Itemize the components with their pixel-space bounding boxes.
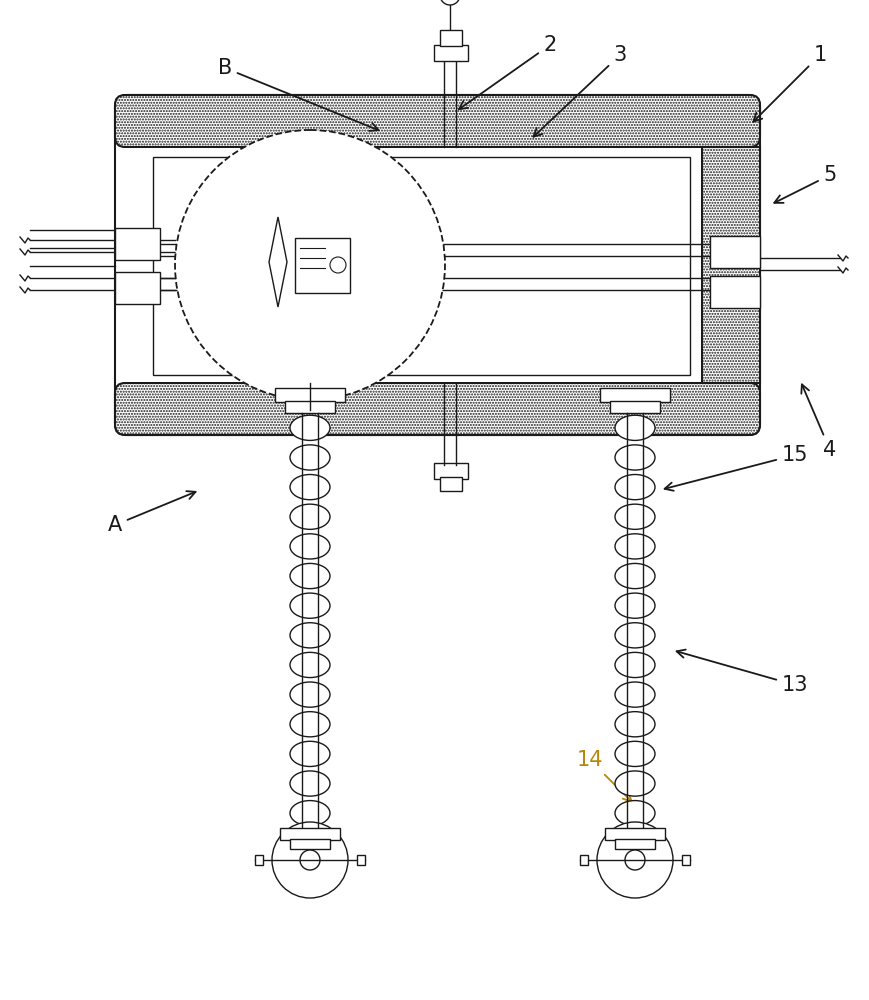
Text: 3: 3	[534, 45, 627, 137]
Text: B: B	[218, 58, 379, 131]
Ellipse shape	[615, 504, 655, 529]
Ellipse shape	[290, 504, 330, 529]
Ellipse shape	[290, 415, 330, 440]
Ellipse shape	[290, 712, 330, 737]
Ellipse shape	[290, 741, 330, 766]
Ellipse shape	[615, 415, 655, 440]
Bar	[285, 401, 335, 413]
Bar	[280, 828, 340, 840]
Text: 4: 4	[801, 384, 837, 460]
Bar	[255, 855, 263, 865]
Ellipse shape	[615, 445, 655, 470]
FancyBboxPatch shape	[115, 95, 760, 147]
Ellipse shape	[615, 475, 655, 500]
Bar	[357, 855, 365, 865]
Circle shape	[597, 822, 673, 898]
Bar	[710, 236, 760, 268]
Text: A: A	[108, 491, 196, 535]
Circle shape	[330, 257, 346, 273]
Bar	[610, 401, 660, 413]
Bar	[710, 276, 760, 308]
Ellipse shape	[290, 534, 330, 559]
FancyBboxPatch shape	[115, 95, 760, 435]
Bar	[275, 388, 345, 402]
Bar	[115, 228, 160, 260]
Ellipse shape	[290, 563, 330, 589]
Text: 15: 15	[665, 445, 808, 491]
Bar	[440, 30, 462, 46]
Text: 2: 2	[459, 35, 557, 109]
Bar	[434, 463, 468, 479]
Ellipse shape	[615, 534, 655, 559]
Bar	[580, 855, 588, 865]
Text: 14: 14	[577, 750, 632, 802]
Ellipse shape	[615, 801, 655, 826]
Bar	[682, 855, 690, 865]
Ellipse shape	[290, 475, 330, 500]
Ellipse shape	[615, 712, 655, 737]
Bar	[117, 148, 701, 382]
Bar	[115, 272, 160, 304]
Bar	[290, 839, 330, 849]
Ellipse shape	[290, 445, 330, 470]
Ellipse shape	[615, 771, 655, 796]
Ellipse shape	[290, 652, 330, 678]
Ellipse shape	[615, 593, 655, 618]
Bar	[615, 839, 655, 849]
Ellipse shape	[615, 652, 655, 678]
Text: 1: 1	[753, 45, 826, 122]
Bar	[434, 45, 468, 61]
Ellipse shape	[615, 623, 655, 648]
Ellipse shape	[290, 623, 330, 648]
Ellipse shape	[615, 741, 655, 766]
Bar	[295, 238, 350, 293]
Circle shape	[272, 822, 348, 898]
Ellipse shape	[615, 563, 655, 589]
Bar	[605, 828, 665, 840]
Circle shape	[625, 850, 645, 870]
Circle shape	[440, 0, 460, 5]
Bar	[702, 147, 760, 383]
Ellipse shape	[290, 593, 330, 618]
Text: 5: 5	[774, 165, 837, 203]
Bar	[153, 157, 690, 375]
Ellipse shape	[615, 682, 655, 707]
Bar	[440, 477, 462, 491]
Circle shape	[175, 130, 445, 400]
Ellipse shape	[290, 682, 330, 707]
Bar	[600, 388, 670, 402]
Polygon shape	[269, 217, 287, 307]
Circle shape	[300, 850, 320, 870]
Ellipse shape	[290, 771, 330, 796]
Ellipse shape	[290, 801, 330, 826]
FancyBboxPatch shape	[115, 383, 760, 435]
Text: 13: 13	[677, 650, 808, 695]
